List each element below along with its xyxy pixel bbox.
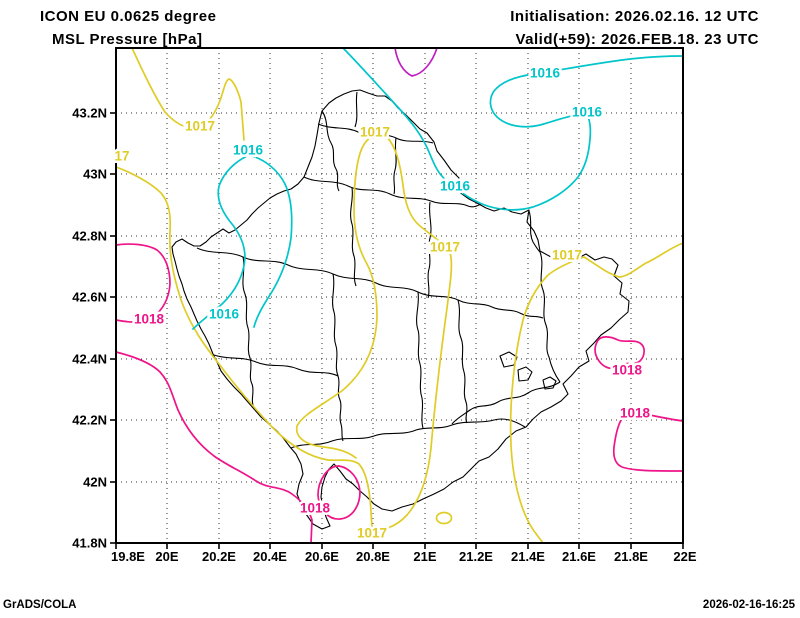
y-axis-label: 43N xyxy=(83,167,107,182)
y-axis-label: 43.2N xyxy=(72,106,107,121)
x-axis-label: 20.6E xyxy=(305,549,339,564)
plot-frame xyxy=(115,47,684,544)
contour-label-1016: 1016 xyxy=(233,143,264,158)
contour-label-1017: 1017 xyxy=(360,125,390,140)
x-axis-label: 21.6E xyxy=(562,549,596,564)
municipality-boundaries xyxy=(196,91,561,449)
x-axis-label: 20.2E xyxy=(202,549,236,564)
contour-1018-southwest xyxy=(115,351,313,544)
x-axis-label: 22E xyxy=(673,549,696,564)
pressure-contours xyxy=(115,47,684,544)
creation-timestamp: 2026-02-16-16:25 xyxy=(702,599,795,611)
contour-label-1017: 1017 xyxy=(357,526,387,541)
contour-label-1018: 1018 xyxy=(134,312,165,327)
y-axis-label: 42.4N xyxy=(72,352,107,367)
x-axis-label: 20.8E xyxy=(356,549,390,564)
contour-value-labels: 1017 17 1017 1017 1017 1017 1016 1016 1016 1016 10… xyxy=(112,63,653,543)
contour-1016-west-b xyxy=(251,155,293,328)
contour-1017-small-oval xyxy=(435,511,453,525)
x-axis-label: 19.8E xyxy=(111,549,145,564)
contour-label-1018: 1018 xyxy=(620,406,651,421)
contour-1018-south-oval xyxy=(317,465,361,520)
contour-label-1016: 1016 xyxy=(440,179,471,194)
contour-1017-main-sweep xyxy=(115,133,453,531)
y-axis-label: 42.6N xyxy=(72,290,107,305)
y-axis-label: 41.8N xyxy=(72,536,107,551)
contour-1018-east-blob xyxy=(594,336,645,370)
y-axis-label: 42.2N xyxy=(72,413,107,428)
contour-1017-topleft xyxy=(131,47,245,141)
y-axis-label: 42N xyxy=(83,475,107,490)
y-axis-label: 42.8N xyxy=(72,229,107,244)
x-axis-label: 20.4E xyxy=(253,549,287,564)
x-axis-label: 20E xyxy=(155,549,178,564)
contour-label-1016: 1016 xyxy=(530,66,561,81)
x-axis-label: 21.2E xyxy=(459,549,493,564)
field-title: MSL Pressure [hPa] xyxy=(52,31,203,48)
contour-1018-west-tongue xyxy=(115,243,171,323)
x-axis-label: 21.4E xyxy=(511,549,545,564)
contour-label-1017: 1017 xyxy=(185,119,215,134)
contour-label-1017: 1017 xyxy=(552,248,582,263)
contour-1016-west-a xyxy=(192,155,248,330)
x-axis-label: 21E xyxy=(413,549,436,564)
model-title: ICON EU 0.0625 degree xyxy=(40,8,217,25)
axis-tick-labels: 19.8E 20E 20.2E 20.4E 20.6E 20.8E 21E 21.2E 21.4… xyxy=(72,106,697,565)
contour-1017-right-arc xyxy=(509,242,684,544)
contour-label-1017: 17 xyxy=(114,149,129,164)
contour-label-1017: 1017 xyxy=(430,240,460,255)
contour-1016-northeast xyxy=(342,47,684,211)
contour-label-1018: 1018 xyxy=(300,501,331,516)
contour-label-1016: 1016 xyxy=(572,105,603,120)
contour-label-1016: 1016 xyxy=(209,307,240,322)
valid-time-label: Valid(+59): 2026.FEB.18. 23 UTC xyxy=(515,31,759,48)
grads-credit: GrADS/COLA xyxy=(3,599,77,611)
init-time-label: Initialisation: 2026.02.16. 12 UTC xyxy=(510,8,759,25)
x-axis-label: 21.8E xyxy=(614,549,648,564)
contour-label-1018: 1018 xyxy=(612,363,643,378)
country-border xyxy=(171,89,630,530)
contour-unlabeled-top xyxy=(394,47,438,77)
contour-1018-east-tongue xyxy=(612,410,684,472)
